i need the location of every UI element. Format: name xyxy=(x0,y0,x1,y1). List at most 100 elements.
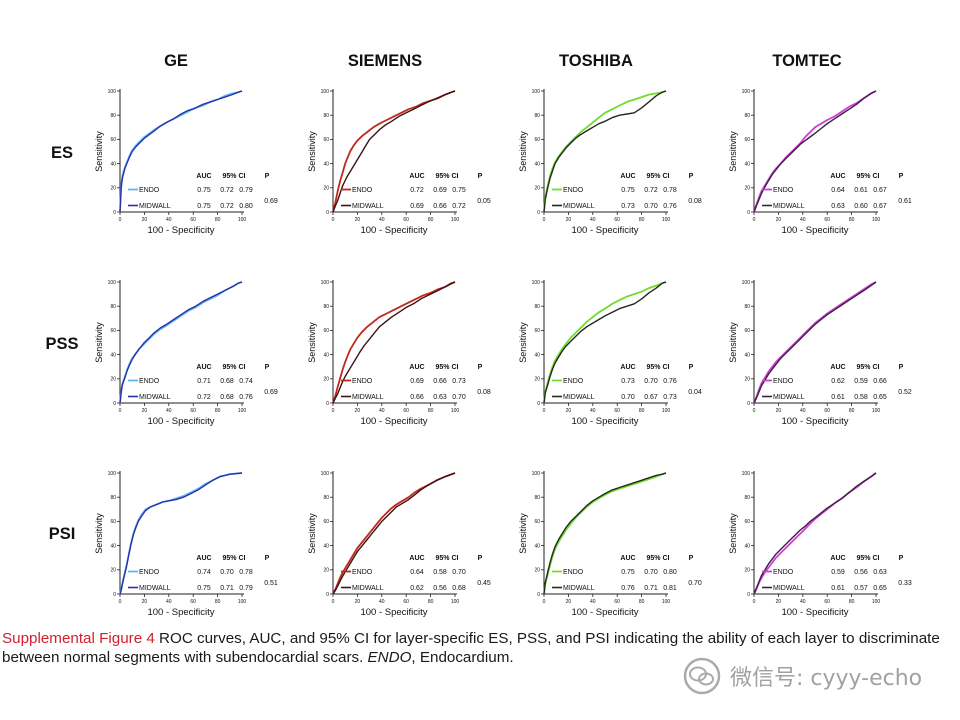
legend-label-midwall: MIDWALL xyxy=(563,394,595,401)
legend-label-endo: ENDO xyxy=(563,569,584,576)
ci-low-endo: 0.69 xyxy=(433,187,447,194)
table-header-auc: AUC xyxy=(196,173,211,180)
y-tick-label: 80 xyxy=(323,304,329,310)
series-line-midwall xyxy=(543,472,667,595)
caption-label: Supplemental Figure 4 xyxy=(2,630,155,647)
y-tick-label: 0 xyxy=(537,401,540,407)
y-tick-label: 20 xyxy=(110,186,116,192)
x-axis-title: 100 - Specificity xyxy=(781,225,848,236)
ci-high-midwall: 0.72 xyxy=(452,203,466,210)
x-tick-label: 40 xyxy=(800,599,806,605)
y-tick-label: 40 xyxy=(323,352,329,358)
y-tick-label: 80 xyxy=(744,304,750,310)
row-label-pss: PSS xyxy=(45,335,78,353)
ci-low-midwall: 0.56 xyxy=(433,585,447,592)
x-tick-label: 100 xyxy=(451,408,460,414)
ci-low-endo: 0.59 xyxy=(854,378,868,385)
x-tick-label: 0 xyxy=(332,408,335,414)
table-header-auc: AUC xyxy=(409,555,424,562)
x-tick-label: 100 xyxy=(451,217,460,223)
x-tick-label: 60 xyxy=(614,408,620,414)
x-axis-title: 100 - Specificity xyxy=(571,416,638,427)
ci-low-endo: 0.66 xyxy=(433,378,447,385)
x-tick-label: 40 xyxy=(800,408,806,414)
y-tick-label: 20 xyxy=(110,377,116,383)
series-line-midwall xyxy=(332,472,456,595)
table-header-ci: 95% CI xyxy=(223,555,246,562)
ci-high-endo: 0.76 xyxy=(663,378,677,385)
y-tick-label: 80 xyxy=(110,113,116,119)
x-tick-label: 0 xyxy=(543,408,546,414)
legend-label-endo: ENDO xyxy=(139,569,160,576)
table-header-p: P xyxy=(478,173,483,180)
column-header-toshiba: TOSHIBA xyxy=(559,52,633,70)
table-header-auc: AUC xyxy=(409,364,424,371)
auc-midwall: 0.63 xyxy=(831,203,845,210)
ci-high-endo: 0.75 xyxy=(452,187,466,194)
x-tick-label: 80 xyxy=(849,217,855,223)
caption-italic: ENDO xyxy=(367,649,412,666)
table-header-auc: AUC xyxy=(196,364,211,371)
x-tick-label: 60 xyxy=(614,217,620,223)
legend-label-midwall: MIDWALL xyxy=(773,203,805,210)
column-header-tomtec: TOMTEC xyxy=(772,52,841,70)
column-header-ge: GE xyxy=(164,52,188,70)
x-tick-label: 0 xyxy=(119,599,122,605)
x-axis-title: 100 - Specificity xyxy=(781,607,848,618)
x-tick-label: 0 xyxy=(332,599,335,605)
auc-endo: 0.74 xyxy=(197,569,211,576)
series-line-midwall xyxy=(119,90,243,213)
table-header-auc: AUC xyxy=(620,555,635,562)
x-tick-label: 20 xyxy=(142,599,148,605)
panel-psi-tomtec: 00 20 20 40 40 60 60 80 80 100 100 100 - Specificit… xyxy=(728,471,912,618)
series-line-midwall xyxy=(119,281,243,404)
table-header-auc: AUC xyxy=(620,364,635,371)
y-tick-label: 20 xyxy=(323,568,329,574)
series-line-midwall xyxy=(332,90,456,213)
ci-low-endo: 0.70 xyxy=(220,569,234,576)
table-header-p: P xyxy=(689,555,694,562)
column-header-siemens: SIEMENS xyxy=(348,52,422,70)
x-tick-label: 20 xyxy=(776,217,782,223)
legend-label-midwall: MIDWALL xyxy=(563,203,595,210)
y-tick-label: 100 xyxy=(321,471,330,477)
x-tick-label: 20 xyxy=(776,408,782,414)
x-tick-label: 40 xyxy=(166,408,172,414)
legend-label-endo: ENDO xyxy=(563,187,584,194)
auc-midwall: 0.62 xyxy=(410,585,424,592)
y-tick-label: 40 xyxy=(323,543,329,549)
x-tick-label: 20 xyxy=(355,599,361,605)
y-tick-label: 0 xyxy=(537,592,540,598)
x-tick-label: 60 xyxy=(824,599,830,605)
x-tick-label: 60 xyxy=(403,217,409,223)
panel-psi-siemens: 00 20 20 40 40 60 60 80 80 100 100 100 - Specificit… xyxy=(307,471,491,618)
legend-label-midwall: MIDWALL xyxy=(352,585,384,592)
y-tick-label: 60 xyxy=(534,137,540,143)
y-axis-title: Sensitivity xyxy=(518,513,528,554)
ci-high-endo: 0.66 xyxy=(873,378,887,385)
y-tick-label: 80 xyxy=(744,113,750,119)
watermark: 微信号: cyyy-echo xyxy=(682,656,922,696)
y-tick-label: 0 xyxy=(747,401,750,407)
ci-low-midwall: 0.71 xyxy=(220,585,234,592)
ci-low-midwall: 0.66 xyxy=(433,203,447,210)
x-tick-label: 40 xyxy=(590,217,596,223)
x-tick-label: 80 xyxy=(639,217,645,223)
ci-low-endo: 0.58 xyxy=(433,569,447,576)
p-value: 0.05 xyxy=(477,198,491,205)
x-tick-label: 0 xyxy=(753,217,756,223)
table-header-auc: AUC xyxy=(620,173,635,180)
auc-endo: 0.75 xyxy=(621,569,635,576)
x-tick-label: 80 xyxy=(849,408,855,414)
y-axis-title: Sensitivity xyxy=(94,322,104,363)
y-tick-label: 80 xyxy=(534,304,540,310)
y-tick-label: 20 xyxy=(534,186,540,192)
x-tick-label: 100 xyxy=(238,408,247,414)
legend-label-endo: ENDO xyxy=(352,187,373,194)
y-tick-label: 0 xyxy=(747,210,750,216)
x-axis-title: 100 - Specificity xyxy=(571,225,638,236)
ci-low-endo: 0.68 xyxy=(220,378,234,385)
x-axis-title: 100 - Specificity xyxy=(147,225,214,236)
legend-label-midwall: MIDWALL xyxy=(139,203,171,210)
y-tick-label: 60 xyxy=(744,137,750,143)
